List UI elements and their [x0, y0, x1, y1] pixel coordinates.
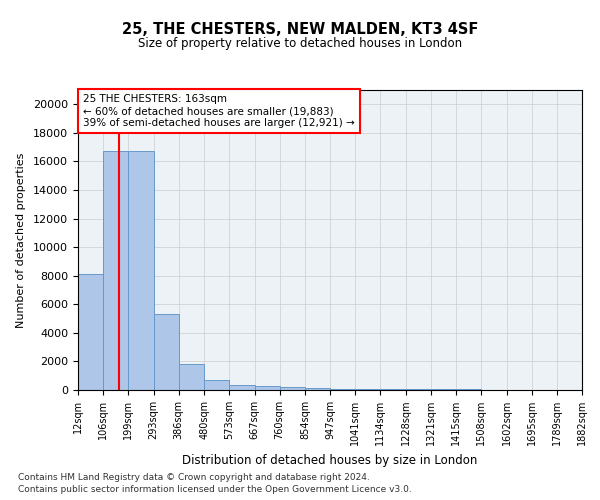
Y-axis label: Number of detached properties: Number of detached properties [16, 152, 26, 328]
Bar [179, 364, 204, 390]
Bar [128, 152, 154, 390]
Text: Size of property relative to detached houses in London: Size of property relative to detached ho… [138, 38, 462, 51]
Text: 25 THE CHESTERS: 163sqm
← 60% of detached houses are smaller (19,883)
39% of sem: 25 THE CHESTERS: 163sqm ← 60% of detache… [83, 94, 355, 128]
X-axis label: Distribution of detached houses by size in London: Distribution of detached houses by size … [182, 454, 478, 466]
Text: 25, THE CHESTERS, NEW MALDEN, KT3 4SF: 25, THE CHESTERS, NEW MALDEN, KT3 4SF [122, 22, 478, 38]
Bar [154, 314, 179, 390]
Bar [229, 384, 254, 390]
Bar [103, 152, 128, 390]
Bar [380, 389, 406, 390]
Text: Contains HM Land Registry data © Crown copyright and database right 2024.: Contains HM Land Registry data © Crown c… [18, 472, 370, 482]
Bar [305, 388, 330, 390]
Bar [204, 380, 229, 390]
Bar [280, 388, 305, 390]
Bar [78, 274, 103, 390]
Text: Contains public sector information licensed under the Open Government Licence v3: Contains public sector information licen… [18, 485, 412, 494]
Bar [406, 389, 431, 390]
Bar [330, 388, 355, 390]
Bar [254, 386, 280, 390]
Bar [355, 389, 380, 390]
